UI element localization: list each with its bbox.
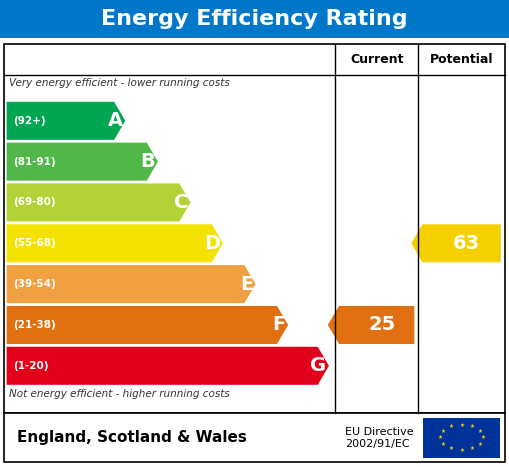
Text: E: E — [240, 275, 253, 294]
Polygon shape — [411, 224, 501, 262]
Text: C: C — [174, 193, 188, 212]
Text: F: F — [272, 316, 286, 334]
Text: (55-68): (55-68) — [13, 238, 55, 248]
Text: EU Directive
2002/91/EC: EU Directive 2002/91/EC — [345, 427, 414, 449]
Text: ★: ★ — [438, 435, 443, 440]
Text: Current: Current — [350, 53, 404, 66]
Text: (39-54): (39-54) — [13, 279, 55, 289]
Polygon shape — [7, 265, 256, 303]
Bar — [4, 44, 505, 413]
Text: ★: ★ — [448, 425, 454, 429]
Bar — [423, 418, 500, 458]
Text: B: B — [140, 152, 155, 171]
Text: Not energy efficient - higher running costs: Not energy efficient - higher running co… — [9, 389, 230, 398]
Text: ★: ★ — [441, 429, 445, 434]
Polygon shape — [328, 306, 414, 344]
Bar — [0, 0, 509, 38]
Text: A: A — [107, 111, 123, 130]
Polygon shape — [7, 224, 223, 262]
Text: 63: 63 — [453, 234, 480, 253]
Text: ★: ★ — [441, 442, 445, 446]
Text: ★: ★ — [448, 446, 454, 451]
Polygon shape — [7, 142, 158, 181]
Text: 25: 25 — [368, 316, 395, 334]
Text: G: G — [310, 356, 326, 375]
Text: Very energy efficient - lower running costs: Very energy efficient - lower running co… — [9, 78, 230, 87]
Bar — [4, 413, 505, 462]
Text: (92+): (92+) — [13, 116, 45, 126]
Text: ★: ★ — [470, 446, 475, 451]
Polygon shape — [7, 347, 329, 385]
Polygon shape — [7, 102, 125, 140]
Text: England, Scotland & Wales: England, Scotland & Wales — [17, 430, 247, 446]
Text: (1-20): (1-20) — [13, 361, 48, 371]
Polygon shape — [7, 184, 190, 221]
Text: ★: ★ — [478, 442, 483, 446]
Text: ★: ★ — [478, 429, 483, 434]
Text: ★: ★ — [480, 435, 486, 440]
Text: ★: ★ — [459, 423, 464, 428]
Text: D: D — [205, 234, 220, 253]
Text: ★: ★ — [459, 448, 464, 453]
Text: Energy Efficiency Rating: Energy Efficiency Rating — [101, 9, 408, 29]
Polygon shape — [7, 306, 288, 344]
Text: (21-38): (21-38) — [13, 320, 55, 330]
Text: (69-80): (69-80) — [13, 198, 55, 207]
Text: (81-91): (81-91) — [13, 156, 55, 167]
Text: Potential: Potential — [430, 53, 493, 66]
Text: ★: ★ — [470, 425, 475, 429]
